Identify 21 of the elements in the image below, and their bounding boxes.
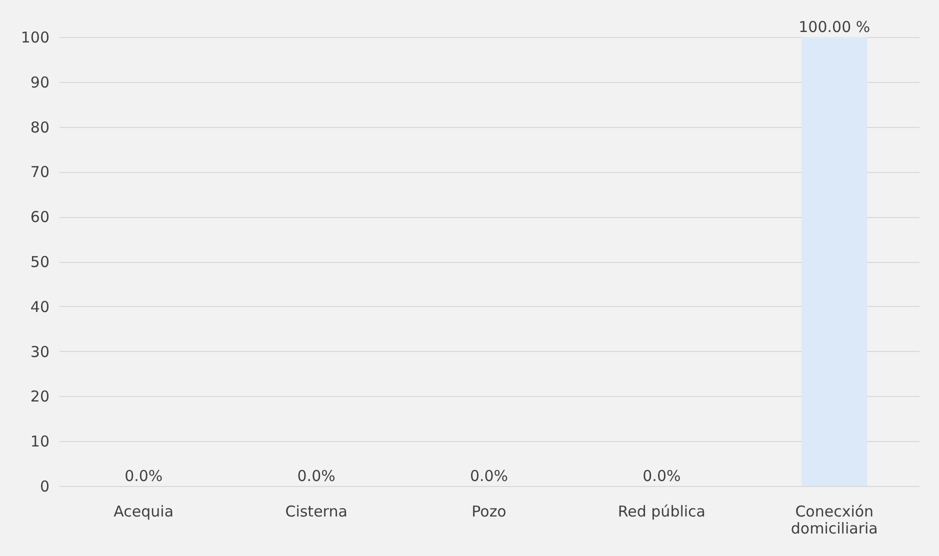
y-tick-label: 90 xyxy=(30,73,50,92)
y-tick-label: 0 xyxy=(40,478,50,496)
data-label: 0.0% xyxy=(642,467,681,485)
x-tick-label: Cisterna xyxy=(285,502,348,520)
data-label: 0.0% xyxy=(470,467,508,485)
y-tick-label: 60 xyxy=(30,208,50,226)
x-tick-label: Pozo xyxy=(472,502,506,520)
y-tick-label: 100 xyxy=(20,28,50,46)
x-tick-label: Conecxión domiciliaria xyxy=(790,502,878,538)
y-tick-label: 20 xyxy=(30,388,50,406)
data-label: 0.0% xyxy=(297,467,336,485)
y-tick-label: 50 xyxy=(30,253,50,271)
x-tick-label: Acequia xyxy=(114,502,174,520)
data-label: 100.00 % xyxy=(798,18,870,36)
y-tick-label: 30 xyxy=(30,342,50,361)
y-tick-label: 70 xyxy=(30,163,50,182)
x-tick-label: Red pública xyxy=(618,502,706,520)
data-label: 0.0% xyxy=(124,467,163,485)
y-tick-label: 10 xyxy=(30,432,50,451)
y-tick-label: 80 xyxy=(30,118,50,136)
y-tick-label: 40 xyxy=(30,298,50,316)
